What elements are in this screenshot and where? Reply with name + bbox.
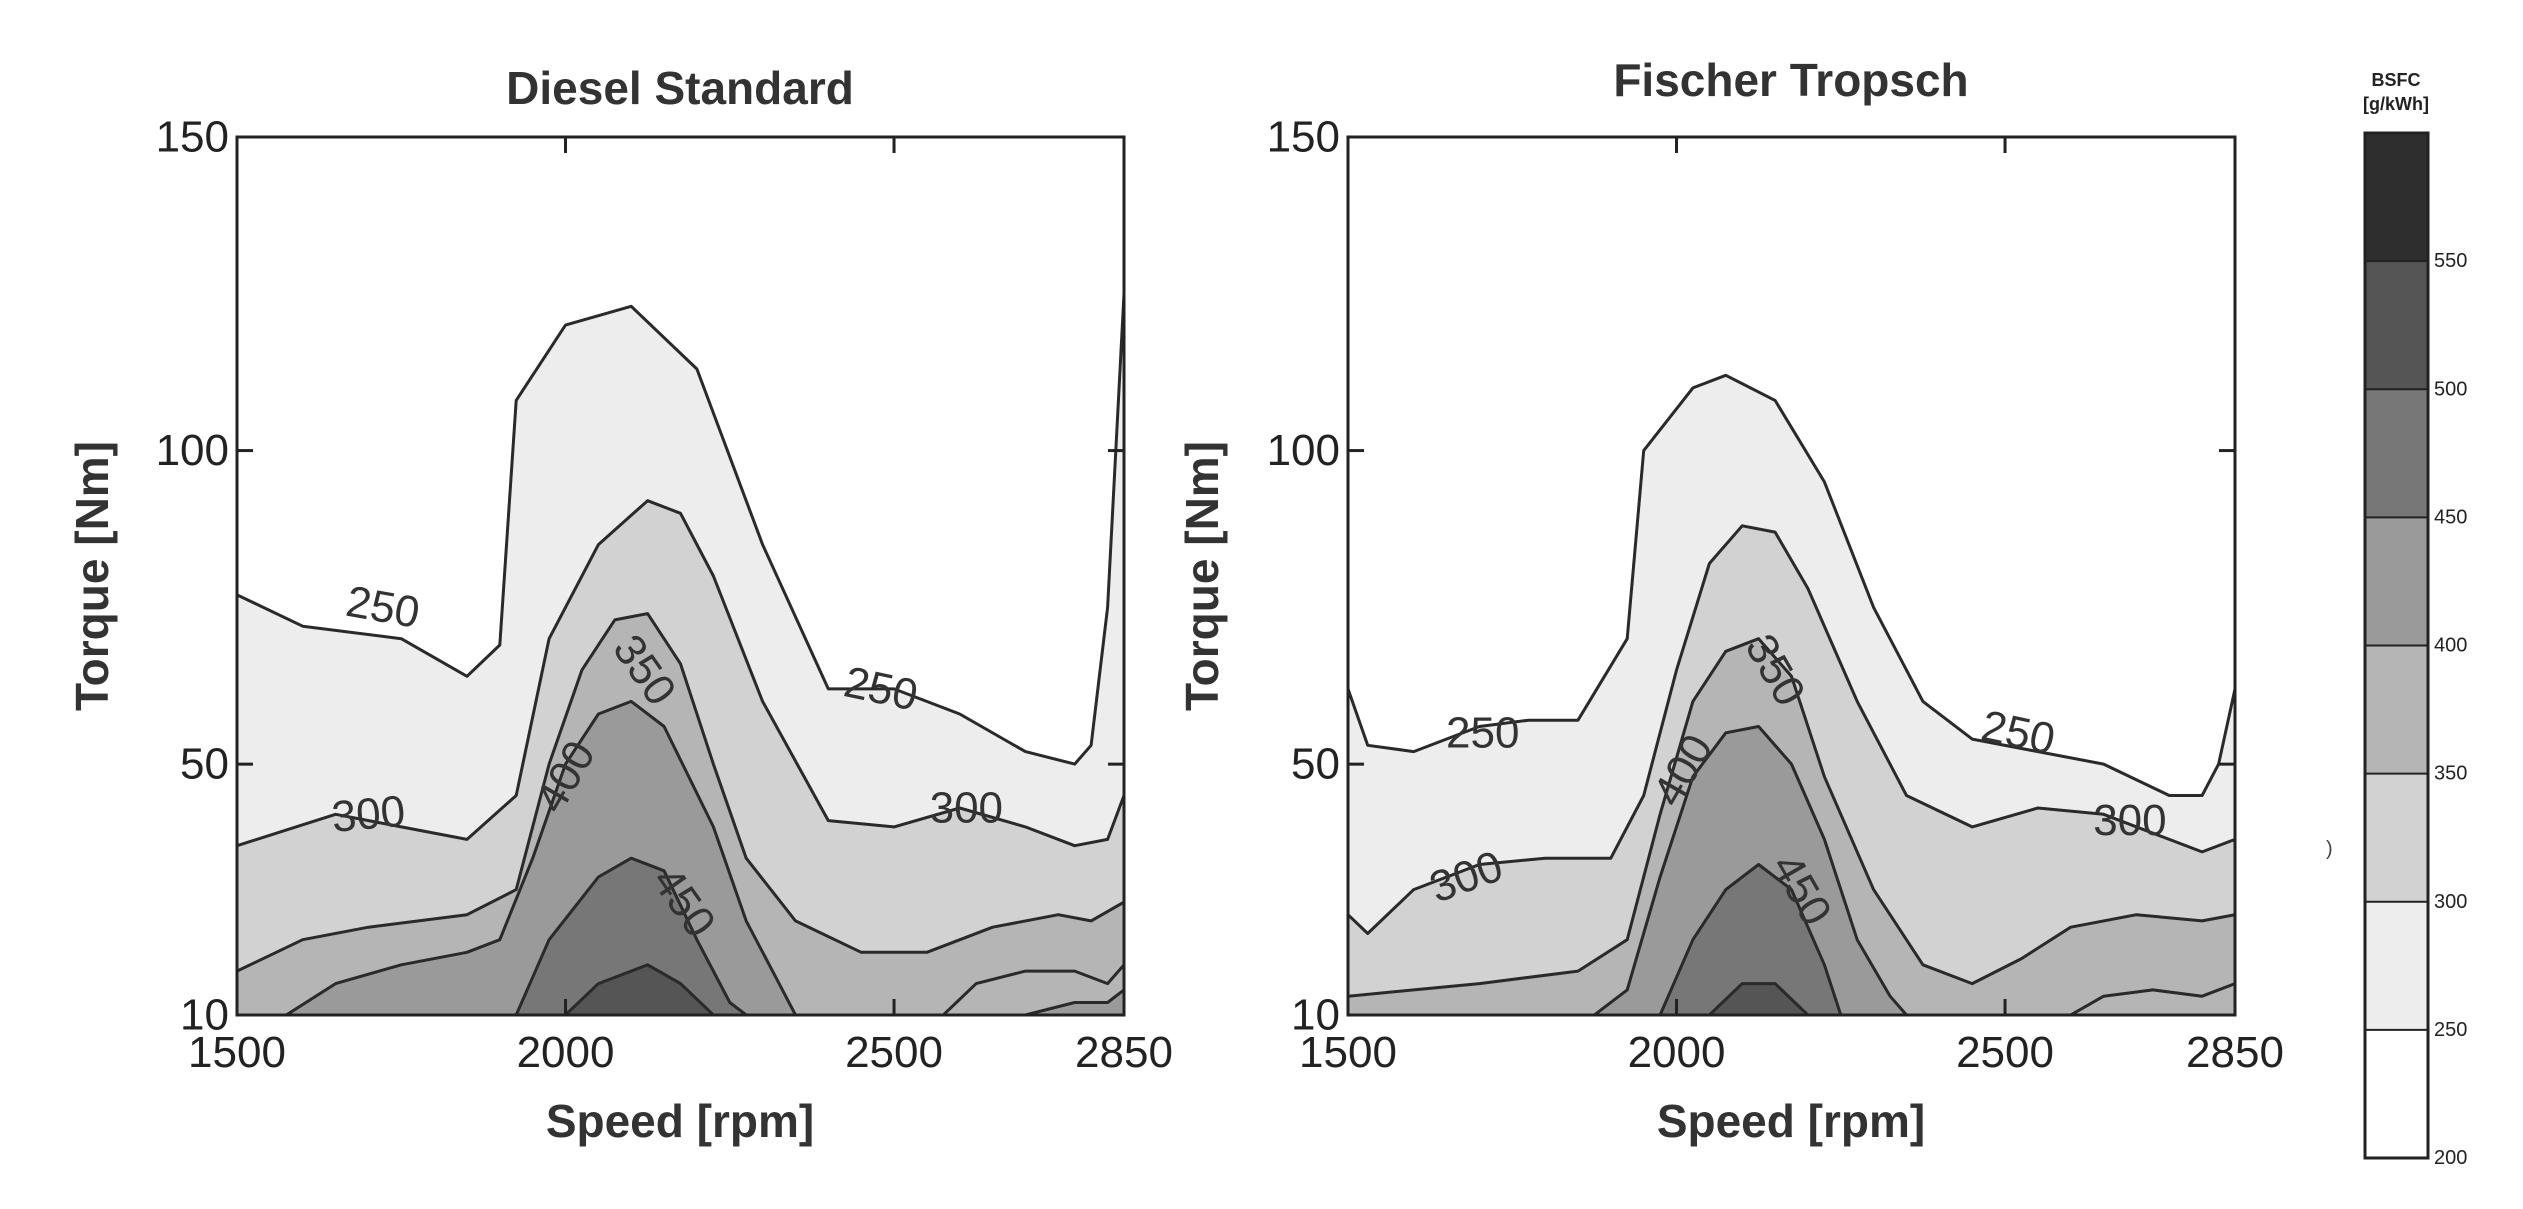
contour-line-250 <box>1348 373 2235 797</box>
contour-label-300: 300 <box>930 784 1003 833</box>
x-tick-label: 1500 <box>1299 1028 1397 1077</box>
contour-lines <box>237 293 1124 1015</box>
y-tick-label: 150 <box>156 113 229 162</box>
colorbar-tick-label: 250 <box>2434 1019 2467 1041</box>
stray-glyph: ) <box>2326 838 2333 860</box>
colorbar-title-line1: BSFC <box>2372 70 2421 90</box>
contour-line-500 <box>1708 982 1809 1015</box>
plot-frame <box>235 135 1126 1017</box>
contour-line-400 <box>285 699 797 1015</box>
x-tick-label: 2850 <box>2186 1028 2284 1077</box>
y-axis-label: Torque [Nm] <box>66 441 118 711</box>
x-axis-label: Speed [rpm] <box>1657 1095 1925 1147</box>
y-axis-label: Torque [Nm] <box>1176 441 1228 711</box>
contour-band-500 <box>565 964 714 1015</box>
colorbar-title-line2: [g/kWh] <box>2363 94 2429 114</box>
colorbar-band-250 <box>2365 901 2428 1030</box>
contour-band-350 <box>2070 983 2235 1015</box>
contour-label-250: 250 <box>1446 708 1519 757</box>
contour-line-500 <box>564 963 715 1015</box>
y-tick-label: 10 <box>180 991 229 1040</box>
x-axis-ticks: 1500 2000 2500 2850 <box>1299 137 2284 1077</box>
colorbar-band-300 <box>2365 773 2428 902</box>
contour-label-300: 300 <box>330 787 407 842</box>
y-tick-label: 10 <box>1291 991 1340 1040</box>
x-tick-label: 2500 <box>1956 1028 2054 1077</box>
colorbar-bands <box>2365 133 2428 1158</box>
y-tick-label: 50 <box>1291 740 1340 789</box>
colorbar-band-450 <box>2365 389 2428 518</box>
plot-frame <box>1346 135 2237 1017</box>
colorbar-tick-label: 400 <box>2434 635 2467 657</box>
colorbar-tick-label: 350 <box>2434 763 2467 785</box>
y-axis-ticks: 10 50 100 150 <box>1267 113 2235 1040</box>
colorbar-tick-label: 550 <box>2434 250 2467 272</box>
contour-line-450 <box>1658 863 1843 1015</box>
contour-line-350 <box>942 963 1124 1015</box>
contour-fills <box>1348 137 2235 1015</box>
contour-line-400 <box>1025 988 1124 1015</box>
colorbar-tick-label: 500 <box>2434 378 2467 400</box>
colorbar-tick-label: 300 <box>2434 891 2467 913</box>
x-tick-label: 2000 <box>517 1028 615 1077</box>
colorbar-band-200 <box>2365 1029 2428 1158</box>
contour-line-300 <box>1348 524 2235 935</box>
x-tick-label: 2500 <box>845 1028 943 1077</box>
contour-band-450 <box>516 858 747 1015</box>
chart-title: Diesel Standard <box>506 62 854 114</box>
contour-line-450 <box>514 856 748 1015</box>
x-axis-label: Speed [rpm] <box>546 1095 814 1147</box>
colorbar-ticks: 200 250 300 350 400 450 500 550 <box>2365 250 2467 1169</box>
contour-line-350 <box>237 612 1124 973</box>
y-axis-ticks: 10 50 100 150 <box>156 113 1124 1040</box>
x-axis-ticks: 1500 2000 2500 2850 <box>188 137 1173 1077</box>
y-tick-label: 100 <box>156 426 229 475</box>
colorbar-band-350 <box>2365 645 2428 774</box>
x-tick-label: 2000 <box>1628 1028 1726 1077</box>
x-tick-label: 2850 <box>1075 1028 1173 1077</box>
y-tick-label: 50 <box>180 740 229 789</box>
contour-line-350 <box>2069 982 2235 1015</box>
contour-line-300 <box>237 499 1124 848</box>
contour-line-250 <box>237 293 1124 766</box>
colorbar: BSFC [g/kWh] 200 250 300 350 400 450 500 550 <box>2363 70 2467 1169</box>
chart-title: Fischer Tropsch <box>1613 54 1968 106</box>
y-tick-label: 150 <box>1267 113 1340 162</box>
contour-line-400 <box>1593 725 1908 1015</box>
contour-lines <box>1348 373 2235 1015</box>
contour-label-300: 300 <box>2093 796 2166 845</box>
colorbar-tick-label: 450 <box>2434 506 2467 528</box>
x-tick-label: 1500 <box>188 1028 286 1077</box>
colorbar-tick-label: 200 <box>2434 1147 2467 1169</box>
colorbar-band-500 <box>2365 261 2428 390</box>
contour-band-400 <box>1025 989 1124 1015</box>
contour-line-350 <box>1348 637 2235 998</box>
colorbar-band-550 <box>2365 133 2428 262</box>
y-tick-label: 100 <box>1267 426 1340 475</box>
colorbar-band-400 <box>2365 517 2428 646</box>
